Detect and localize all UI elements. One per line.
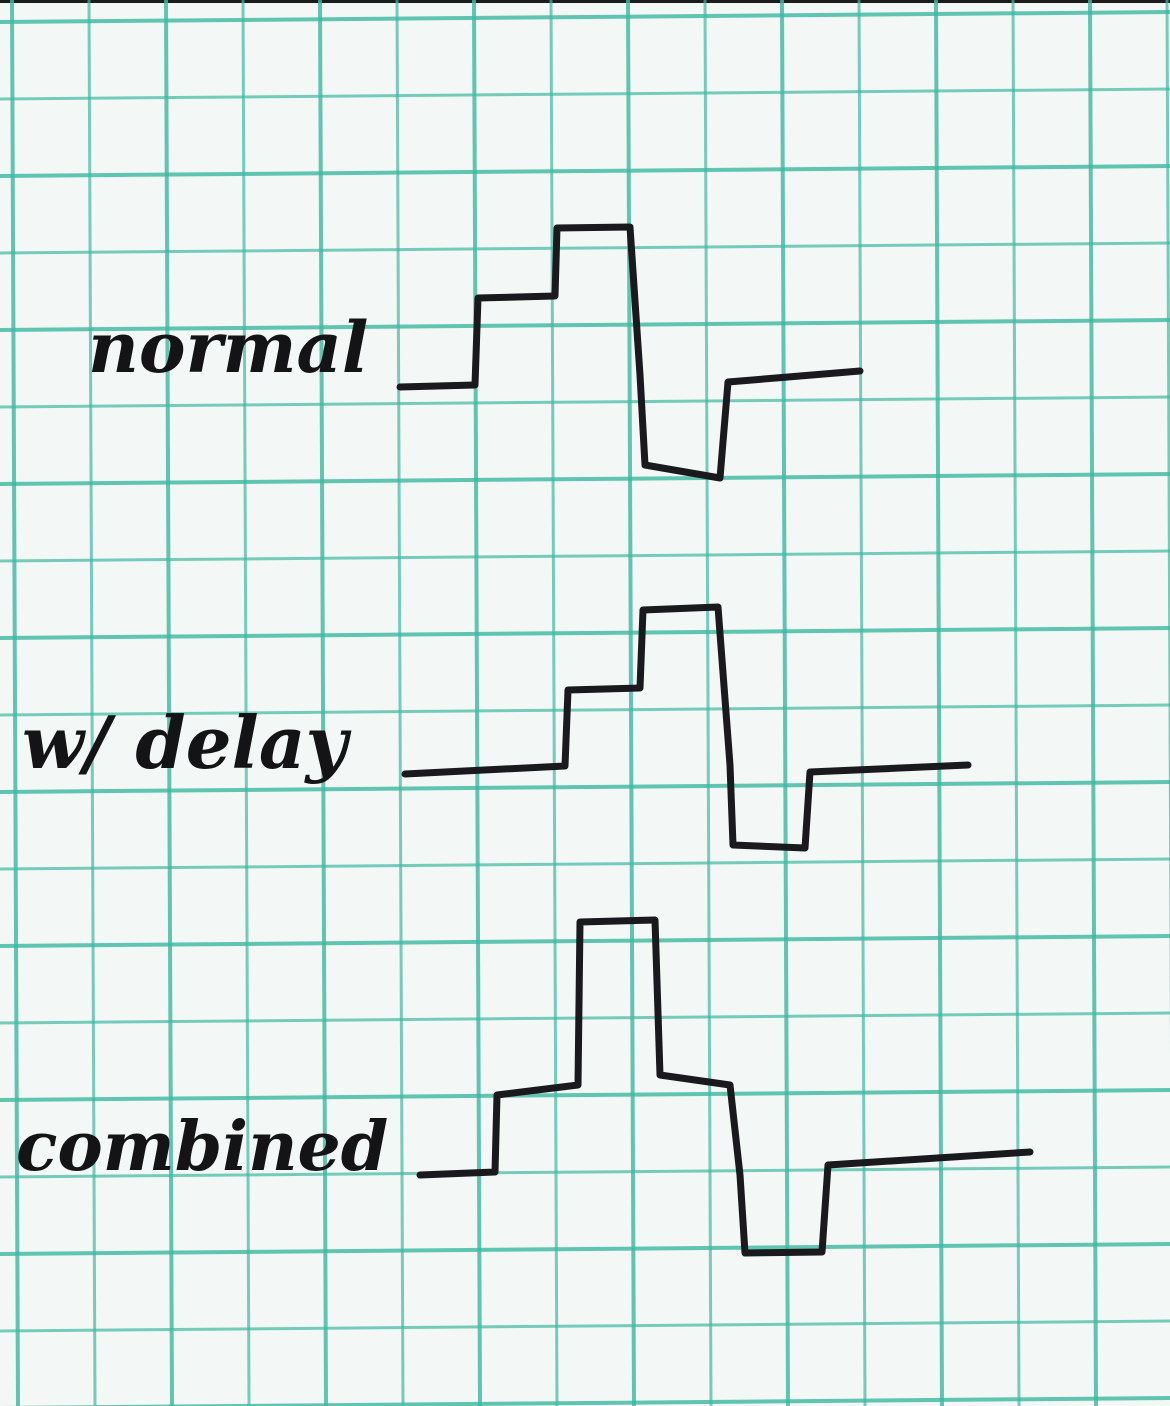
grid-line-horizontal	[0, 1011, 1170, 1025]
grid-line-horizontal	[0, 1242, 1170, 1256]
grid-line-horizontal	[0, 549, 1170, 563]
grid-line-horizontal	[0, 10, 1170, 24]
grid-line-vertical	[780, 0, 790, 1406]
grid-line-vertical	[318, 0, 328, 1406]
grid-line-vertical	[395, 0, 405, 1406]
grid-line-vertical	[934, 0, 944, 1406]
waveform-combined	[416, 916, 1034, 1257]
grid-line-horizontal	[0, 703, 1170, 717]
grid-line-horizontal	[0, 626, 1170, 640]
grid-line-vertical	[241, 0, 251, 1406]
grid-line-horizontal	[0, 857, 1170, 871]
grid-line-horizontal	[0, 472, 1170, 486]
grid-line-horizontal	[0, 318, 1170, 332]
grid-line-vertical	[87, 0, 97, 1406]
grid-line-vertical	[472, 0, 482, 1406]
grid-line-vertical	[1088, 0, 1098, 1406]
grid-line-vertical	[626, 0, 636, 1406]
grid-line-horizontal	[0, 1319, 1170, 1333]
grid-line-vertical	[10, 0, 20, 1406]
grid-line-horizontal	[0, 934, 1170, 948]
label-delay: w/ delay	[22, 700, 352, 785]
grid-line-vertical	[1011, 0, 1021, 1406]
grid-line-horizontal	[0, 164, 1170, 178]
grid-line-horizontal	[0, 1396, 1170, 1406]
grid-line-horizontal	[0, 780, 1170, 794]
grid-line-horizontal	[0, 1088, 1170, 1102]
label-normal: normal	[88, 306, 368, 389]
grid-line-horizontal	[0, 1165, 1170, 1179]
grid-line-horizontal	[0, 87, 1170, 101]
waveform-normal	[396, 223, 864, 482]
grid-line-vertical	[857, 0, 867, 1406]
grid-line-horizontal	[0, 241, 1170, 255]
waveform-delay	[401, 603, 972, 852]
label-combined: combined	[16, 1107, 388, 1187]
grid-line-vertical	[549, 0, 559, 1406]
grid-line-vertical	[1165, 0, 1170, 1055]
grid-line-vertical	[703, 0, 713, 1406]
grid-line-vertical	[164, 0, 174, 1406]
photo-top-edge	[0, 0, 1170, 3]
grid-line-horizontal	[0, 395, 1170, 409]
